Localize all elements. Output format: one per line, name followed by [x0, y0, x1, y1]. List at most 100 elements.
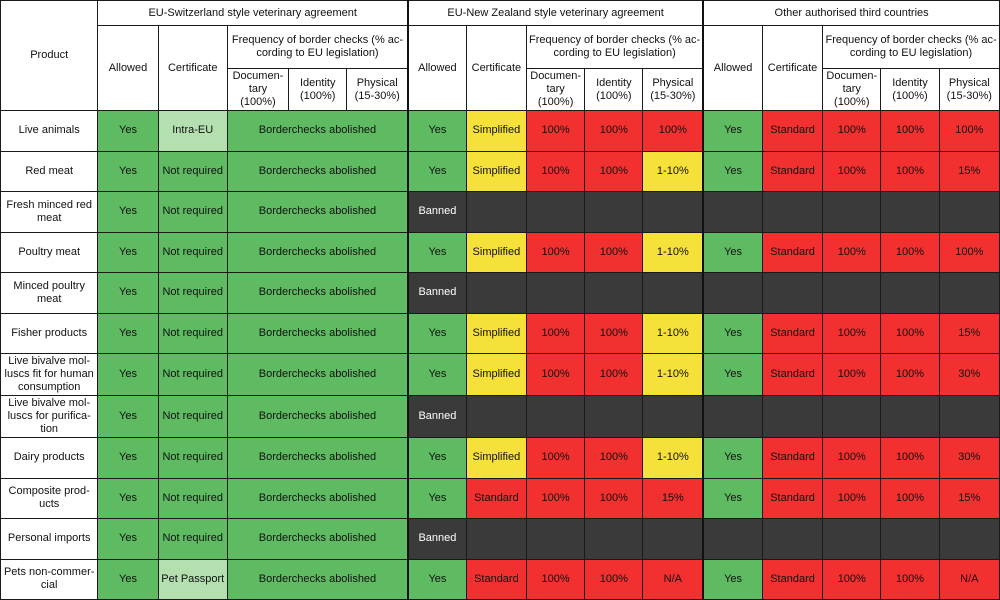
- product-cell: Dairy products: [0, 437, 99, 479]
- nz-certificate-cell: Simplified: [465, 110, 528, 152]
- nz-identity-cell: 100%: [584, 110, 644, 152]
- ch-allowed-cell: Yes: [97, 110, 159, 152]
- nz-documentary-cell: 100%: [526, 312, 586, 354]
- header-allowed: Allowed: [97, 25, 159, 111]
- ot-certificate-cell: [761, 395, 824, 438]
- ch-checks-cell: Borderchecks abolished: [226, 312, 409, 354]
- product-cell: Pets non-commer-cial: [0, 558, 99, 600]
- nz-physical-cell: [642, 395, 704, 438]
- nz-identity-cell: [584, 518, 644, 560]
- ot-allowed-cell: Yes: [702, 150, 763, 192]
- ch-allowed-cell: Yes: [97, 477, 159, 519]
- ot-documentary-cell: [822, 272, 882, 314]
- nz-allowed-cell: Banned: [407, 518, 467, 560]
- table-row: Poultry meat Yes Not required Borderchecks …: [0, 231, 1000, 273]
- nz-certificate-cell: Standard: [465, 558, 528, 600]
- ch-certificate-cell: Not required: [157, 518, 228, 560]
- ot-identity-cell: 100%: [880, 353, 940, 396]
- ot-documentary-cell: 100%: [822, 437, 882, 479]
- ch-allowed-cell: Yes: [97, 353, 159, 396]
- ch-allowed-cell: Yes: [97, 437, 159, 479]
- ch-checks-cell: Borderchecks abolished: [226, 272, 409, 314]
- ch-checks-cell: Borderchecks abolished: [226, 477, 409, 519]
- ot-physical-cell: 30%: [938, 353, 1000, 396]
- header-allowed: Allowed: [702, 25, 763, 111]
- header-documentary: Documen-tary (100%): [226, 68, 290, 111]
- nz-physical-cell: [642, 518, 704, 560]
- nz-identity-cell: 100%: [584, 312, 644, 354]
- nz-physical-cell: N/A: [642, 558, 704, 600]
- ot-documentary-cell: [822, 395, 882, 438]
- ot-physical-cell: 15%: [938, 312, 1000, 354]
- nz-identity-cell: [584, 272, 644, 314]
- nz-documentary-cell: 100%: [526, 150, 586, 192]
- nz-allowed-cell: Yes: [407, 477, 467, 519]
- ot-documentary-cell: 100%: [822, 353, 882, 396]
- table-row: Pets non-commer-cial Yes Pet Passport Borde…: [0, 558, 1000, 600]
- ch-certificate-cell: Not required: [157, 231, 228, 273]
- ch-allowed-cell: Yes: [97, 150, 159, 192]
- header-group-other: Other authorised third countries: [702, 0, 1000, 26]
- ot-physical-cell: 30%: [938, 437, 1000, 479]
- nz-allowed-cell: Yes: [407, 558, 467, 600]
- header-allowed: Allowed: [407, 25, 467, 111]
- ot-identity-cell: [880, 395, 940, 438]
- ot-certificate-cell: [761, 272, 824, 314]
- ot-certificate-cell: Standard: [761, 231, 824, 273]
- ch-checks-cell: Borderchecks abolished: [226, 395, 409, 438]
- ch-allowed-cell: Yes: [97, 395, 159, 438]
- header-identity: Identity (100%): [288, 68, 348, 111]
- ot-certificate-cell: Standard: [761, 312, 824, 354]
- ot-allowed-cell: [702, 518, 763, 560]
- header-frequency: Frequency of border checks (% ac-cording…: [526, 25, 704, 69]
- header-product: Product: [0, 0, 99, 111]
- ot-allowed-cell: [702, 395, 763, 438]
- table-row: Dairy products Yes Not required Bordercheck…: [0, 437, 1000, 479]
- nz-allowed-cell: Yes: [407, 353, 467, 396]
- ot-identity-cell: [880, 518, 940, 560]
- header-documentary: Documen-tary (100%): [526, 68, 586, 111]
- nz-documentary-cell: 100%: [526, 558, 586, 600]
- ch-certificate-cell: Not required: [157, 437, 228, 479]
- nz-certificate-cell: [465, 395, 528, 438]
- ot-identity-cell: 100%: [880, 110, 940, 152]
- ot-identity-cell: 100%: [880, 312, 940, 354]
- ch-allowed-cell: Yes: [97, 558, 159, 600]
- table-row: Minced poultry meat Yes Not required Border…: [0, 272, 1000, 314]
- header-physical: Physical (15-30%): [346, 68, 409, 111]
- nz-identity-cell: 100%: [584, 150, 644, 192]
- ot-documentary-cell: [822, 191, 882, 233]
- ot-identity-cell: 100%: [880, 477, 940, 519]
- ot-allowed-cell: Yes: [702, 558, 763, 600]
- nz-documentary-cell: 100%: [526, 437, 586, 479]
- header-identity: Identity (100%): [584, 68, 644, 111]
- table-row: Fresh minced red meat Yes Not required Bord…: [0, 191, 1000, 233]
- nz-physical-cell: 1-10%: [642, 150, 704, 192]
- nz-documentary-cell: [526, 191, 586, 233]
- header-certificate: Certificate: [157, 25, 228, 111]
- ot-documentary-cell: 100%: [822, 477, 882, 519]
- ot-physical-cell: 100%: [938, 231, 1000, 273]
- table-row: Fisher products Yes Not required Borderchec…: [0, 312, 1000, 354]
- product-cell: Fisher products: [0, 312, 99, 354]
- nz-certificate-cell: [465, 191, 528, 233]
- header-documentary: Documen-tary (100%): [822, 68, 882, 111]
- ch-certificate-cell: Not required: [157, 312, 228, 354]
- ot-documentary-cell: 100%: [822, 231, 882, 273]
- header-identity: Identity (100%): [880, 68, 940, 111]
- ot-identity-cell: [880, 191, 940, 233]
- ot-documentary-cell: [822, 518, 882, 560]
- table-row: Personal imports Yes Not required Borderche…: [0, 518, 1000, 560]
- nz-physical-cell: [642, 272, 704, 314]
- nz-allowed-cell: Yes: [407, 150, 467, 192]
- product-cell: Red meat: [0, 150, 99, 192]
- ch-certificate-cell: Not required: [157, 395, 228, 438]
- ot-documentary-cell: 100%: [822, 558, 882, 600]
- ot-identity-cell: 100%: [880, 150, 940, 192]
- header-physical: Physical (15-30%): [642, 68, 704, 111]
- ot-documentary-cell: 100%: [822, 312, 882, 354]
- ot-allowed-cell: Yes: [702, 477, 763, 519]
- nz-identity-cell: [584, 395, 644, 438]
- nz-allowed-cell: Banned: [407, 191, 467, 233]
- nz-certificate-cell: [465, 272, 528, 314]
